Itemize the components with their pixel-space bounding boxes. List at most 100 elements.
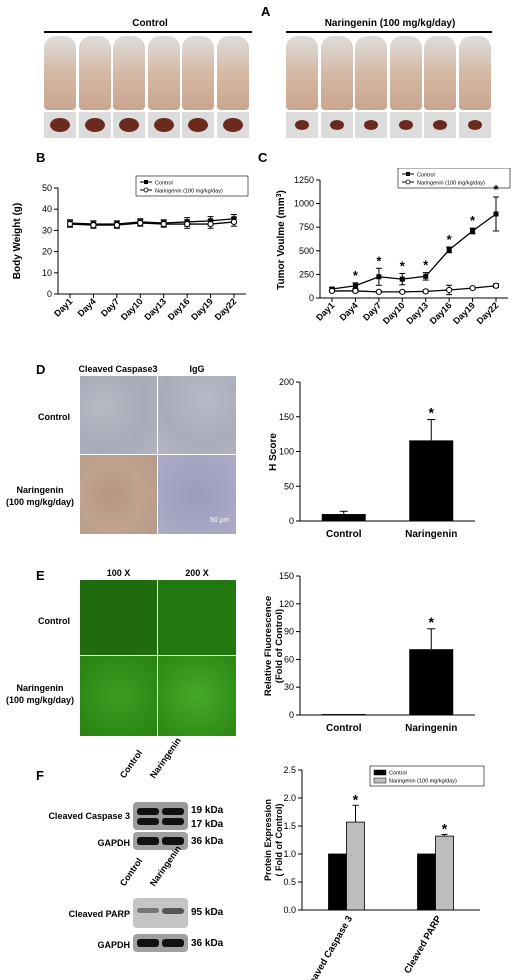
kda-95: 95 kDa (191, 907, 224, 918)
c-y-tick-label: 0 (309, 293, 314, 303)
b-point (230, 218, 238, 226)
if-image-naringenin-200x (158, 656, 236, 736)
b-y-tick-label: 30 (42, 225, 52, 235)
b-series-line (69, 221, 235, 226)
c-x-tick-label: Day1 (314, 300, 336, 322)
c-point (328, 287, 336, 295)
control-tumor-photo-4 (147, 112, 180, 138)
control-tumor-photo-3 (113, 112, 145, 138)
e-x-tick-label: Control (326, 723, 362, 734)
b-legend-marker (143, 187, 149, 193)
f-significance-star: * (442, 820, 448, 836)
blot-caspase3 (133, 802, 188, 830)
blot1-lane-naringenin: Naringenin (147, 735, 183, 780)
f-y-tick-label: 0.5 (283, 877, 296, 887)
b-point (160, 220, 167, 228)
b-y-tick-label: 20 (42, 247, 52, 257)
c-point (446, 247, 452, 253)
c-series-line (331, 213, 497, 290)
c-x-tick-label: Day19 (451, 300, 477, 326)
e-y-tick-label: 120 (279, 599, 294, 609)
b-legend-label: Control (155, 181, 173, 187)
control-mouse-photo-6 (216, 36, 249, 110)
treat-mouse-photo-5 (424, 36, 456, 110)
b-x-tick-label: Day13 (142, 296, 168, 322)
f-legend-swatch (373, 769, 387, 776)
b-point (207, 220, 214, 228)
ihc-row-control: Control (38, 412, 70, 422)
blot2-lane-naringenin: Naringenin (147, 843, 183, 888)
tumor-blob (364, 120, 378, 130)
if-row-control: Control (38, 616, 70, 626)
c-point (375, 288, 382, 295)
e-y-tick-label: 30 (284, 682, 294, 692)
c-y-tick-label: 750 (299, 222, 314, 232)
f-x-tick-label: Cleaved Caspase 3 (303, 914, 356, 980)
b-x-tick-label: Day19 (189, 296, 215, 322)
b-point (137, 219, 144, 227)
if-image-naringenin-100x (80, 656, 157, 736)
e-y-axis-title-2: (Fold of Control) (274, 609, 285, 683)
tumor-blob (295, 120, 309, 130)
tumor-blob (188, 118, 208, 132)
c-point (423, 273, 429, 279)
control-mouse-photo-4 (147, 36, 180, 110)
if-row-naringenin-l2: (100 mg/kg/day) (5, 695, 75, 705)
f-legend-label: Control (389, 771, 407, 777)
c-point (422, 288, 429, 295)
c-y-tick-label: 250 (299, 269, 314, 279)
blot1-lane-control: Control (117, 748, 145, 780)
panel-a-control-bar (44, 31, 252, 33)
f-y-axis-title-2: ( Fold of Control) (274, 804, 284, 877)
tumor-blob (222, 118, 243, 132)
panel-label-c: C (258, 150, 268, 165)
c-y-axis-title-main: Tumor Voulme (mm (276, 197, 287, 290)
ihc-scale-bar: 50 μm (210, 517, 230, 524)
if-image-control-100x (80, 580, 157, 655)
treat-mouse-photo-6 (458, 36, 491, 110)
blot-caspase3-band-3 (137, 818, 159, 825)
f-bar (417, 853, 436, 911)
treat-tumor-photo-6 (458, 112, 491, 138)
b-point (66, 220, 74, 228)
c-x-tick-label: Day10 (381, 300, 407, 326)
treat-tumor-photo-1 (286, 112, 318, 138)
f-y-tick-label: 2.0 (283, 793, 296, 803)
kda-36-b: 36 kDa (191, 938, 224, 949)
panel-label-e: E (36, 568, 45, 583)
c-legend-marker (405, 179, 411, 185)
e-bar (409, 649, 454, 715)
treat-tumor-photo-2 (320, 112, 353, 138)
f-y-tick-label: 1.5 (283, 821, 296, 831)
c-x-tick-label: Day4 (338, 300, 360, 322)
d-x-tick-label: Naringenin (405, 529, 457, 540)
d-y-axis-title: H Score (268, 433, 279, 471)
tumor-blob (433, 120, 447, 130)
b-point (90, 222, 97, 229)
panel-a-control-label: Control (132, 18, 168, 29)
blot2-lane-control: Control (117, 856, 145, 888)
panel-a-treat-label: Naringenin (100 mg/kg/day) (324, 18, 456, 29)
b-y-tick-label: 10 (42, 268, 52, 278)
e-y-tick-label: 0 (289, 710, 294, 720)
control-tumor-photo-1 (44, 112, 76, 138)
b-legend-box (135, 175, 249, 197)
c-point (399, 276, 405, 282)
if-image-control-200x (158, 580, 236, 655)
c-legend-label: Control (417, 173, 435, 179)
kda-36-a: 36 kDa (191, 836, 224, 847)
b-y-axis-title: Body Weight (g) (12, 203, 23, 279)
blot-row-caspase3: Cleaved Caspase 3 (48, 811, 130, 821)
b-x-tick-label: Day16 (166, 296, 192, 322)
d-y-tick-label: 100 (279, 447, 294, 457)
control-mouse-photo-5 (182, 36, 214, 110)
f-significance-star: * (353, 791, 359, 807)
chart-e-relative-fluorescence: 0 30 60 90 120 150 Control * Naringenin Relative … (263, 571, 475, 734)
ihc-row-naringenin-l1: Naringenin (16, 485, 64, 495)
c-y-tick-label: 1000 (294, 199, 314, 209)
e-bar (321, 714, 366, 715)
d-bar (409, 440, 454, 521)
blot-row-parp: Cleaved PARP (68, 909, 130, 919)
blot-parp-band-1 (137, 908, 159, 913)
if-col-200x: 200 X (185, 568, 209, 578)
